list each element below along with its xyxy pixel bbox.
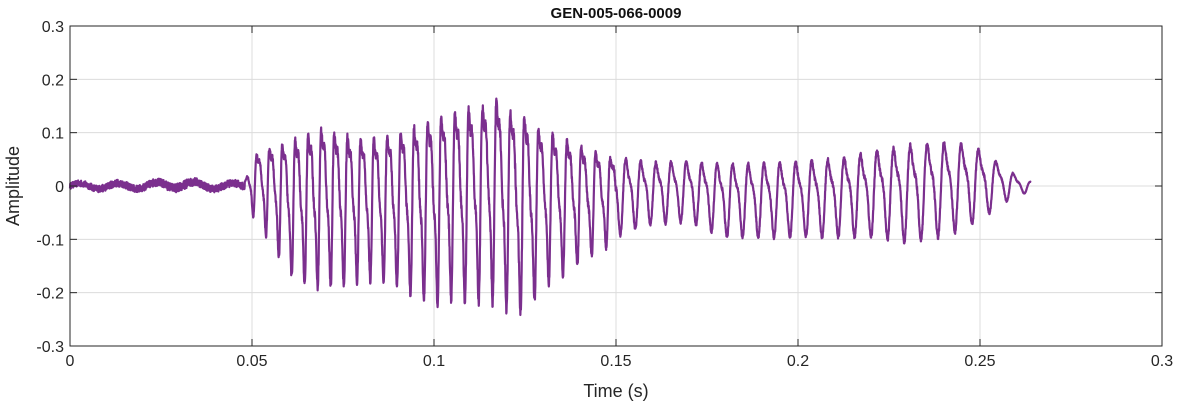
y-tick-label: -0.1 [36, 232, 64, 249]
y-tick-label: 0.1 [42, 126, 64, 143]
series-layer [68, 97, 1032, 317]
y-tick-label: 0.2 [42, 72, 64, 89]
y-tick-label: 0 [55, 179, 64, 196]
x-axis-label: Time (s) [583, 381, 648, 401]
x-tick-label: 0 [66, 353, 75, 370]
x-tick-label: 0.15 [600, 353, 631, 370]
x-tick-label: 0.25 [964, 353, 995, 370]
x-tick-label: 0.2 [787, 353, 809, 370]
y-tick-label: 0.3 [42, 19, 64, 36]
axis-ticks: 0 0.05 0.1 0.15 0.2 0.25 0.3 -0.3 -0.2 -0.1 0 0.1 0.… [36, 19, 1173, 370]
y-tick-label: -0.2 [36, 286, 64, 303]
y-axis-label: Amplitude [3, 146, 23, 226]
x-tick-label: 0.1 [423, 353, 445, 370]
waveform-series-line [68, 97, 1032, 317]
y-tick-label: -0.3 [36, 339, 64, 356]
x-tick-label: 0.05 [236, 353, 267, 370]
x-tick-label: 0.3 [1151, 353, 1173, 370]
chart-title: GEN-005-066-0009 [551, 5, 682, 22]
